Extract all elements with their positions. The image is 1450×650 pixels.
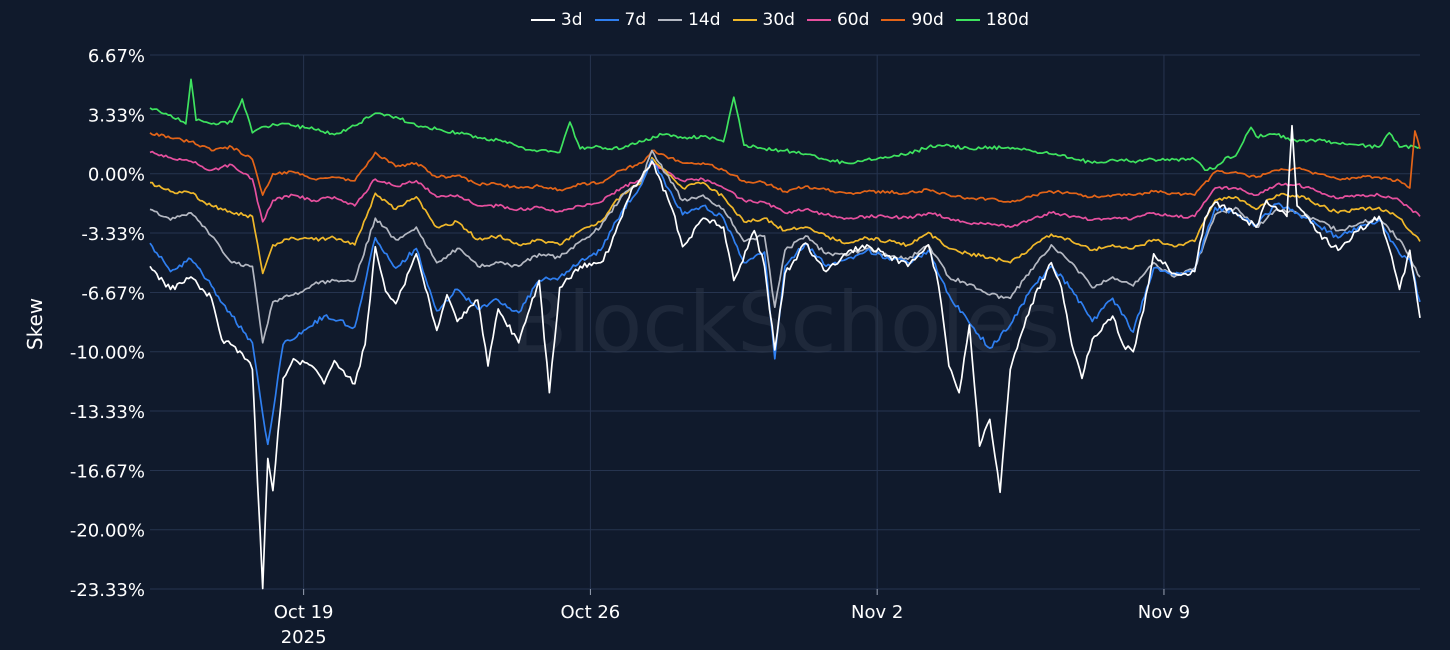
y-tick-label: -10.00% [70,343,145,364]
legend-item-60d[interactable]: 60d [806,7,870,33]
x-tick-sublabel: 2025 [281,627,327,648]
y-tick-label: 6.67% [88,46,145,67]
legend-item-3d[interactable]: 3d [530,7,583,33]
series-line-180d [149,78,1421,172]
legend-label: 60d [836,10,870,30]
legend-item-180d[interactable]: 180d [955,7,1030,33]
legend-label: 7d [624,10,647,30]
y-tick-label: -23.33% [70,580,145,601]
y-tick-label: -6.67% [81,283,145,304]
y-tick-label: 3.33% [88,105,145,126]
x-tick-label: Oct 19 [274,602,334,623]
legend-label: 14d [688,10,721,30]
y-tick-label: -16.67% [70,461,145,482]
legend-label: 180d [985,10,1030,30]
x-tick-label: Oct 26 [561,602,621,623]
series-line-60d [149,150,1421,228]
legend-swatch [530,18,555,22]
y-tick-label: -3.33% [81,224,145,245]
series-line-7d [149,158,1421,446]
series-line-30d [150,156,1421,275]
legend-label: 30d [762,10,795,30]
legend-item-30d[interactable]: 30d [732,7,795,33]
legend-swatch [732,18,757,22]
legend-item-7d[interactable]: 7d [594,7,647,33]
y-tick-label: 0.00% [88,165,145,186]
legend-label: 3d [560,10,583,30]
series-line-3d [149,124,1421,590]
chart-legend: 3d 7d 14d 30d 60d 90d 180d [0,7,1450,33]
legend-item-90d[interactable]: 90d [881,7,944,33]
x-tick-label: Nov 9 [1138,602,1190,623]
legend-swatch [881,18,906,22]
series-line-14d [149,149,1421,344]
legend-swatch [658,18,683,22]
y-axis-label: Skew [23,298,47,350]
x-tick-label: Nov 2 [851,602,903,623]
y-tick-label: -20.00% [70,521,145,542]
x-tick-labels: Oct 19 2025 Oct 26 Nov 2 Nov 9 [274,602,1190,648]
series-lines [149,78,1421,590]
legend-swatch [806,18,831,22]
series-line-90d [149,130,1421,204]
y-tick-labels: 6.67% 3.33% 0.00% -3.33% -6.67% -10.00% -13.33… [70,46,145,601]
legend-label: 90d [911,10,944,30]
legend-swatch [955,18,980,22]
legend-swatch [594,18,619,22]
y-tick-label: -13.33% [70,402,145,423]
legend-item-14d[interactable]: 14d [658,7,721,33]
